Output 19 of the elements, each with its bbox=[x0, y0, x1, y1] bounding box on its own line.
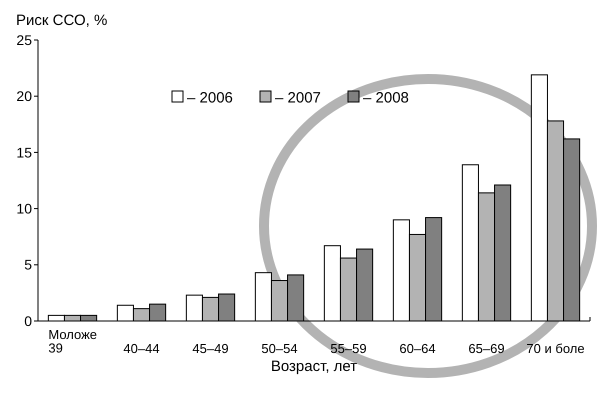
x-tick-label: 60–64 bbox=[399, 341, 436, 356]
x-tick-label: 45–49 bbox=[192, 341, 229, 356]
x-axis-title: Возраст, лет bbox=[270, 358, 358, 375]
x-tick-label: 55–59 bbox=[330, 341, 367, 356]
y-tick-label: 0 bbox=[24, 312, 32, 329]
x-tick-label: 50–54 bbox=[261, 341, 298, 356]
y-tick-label: 25 bbox=[16, 32, 32, 48]
legend-label: – 2006 bbox=[187, 89, 233, 106]
y-axis-title: Риск ССО, % bbox=[16, 12, 108, 29]
x-tick-label: 70 и боле bbox=[526, 341, 585, 356]
y-tick-label: 15 bbox=[16, 144, 32, 160]
y-tick-label: 10 bbox=[16, 200, 32, 216]
y-tick-label: 5 bbox=[24, 256, 32, 273]
y-tick-label: 20 bbox=[16, 88, 32, 104]
x-tick-label: 65–69 bbox=[468, 341, 505, 356]
x-tick-label: Моложе 39 bbox=[48, 327, 98, 356]
legend-label: – 2007 bbox=[275, 89, 321, 106]
legend-label: – 2008 bbox=[363, 89, 409, 106]
x-tick-label: 40–44 bbox=[123, 341, 160, 356]
